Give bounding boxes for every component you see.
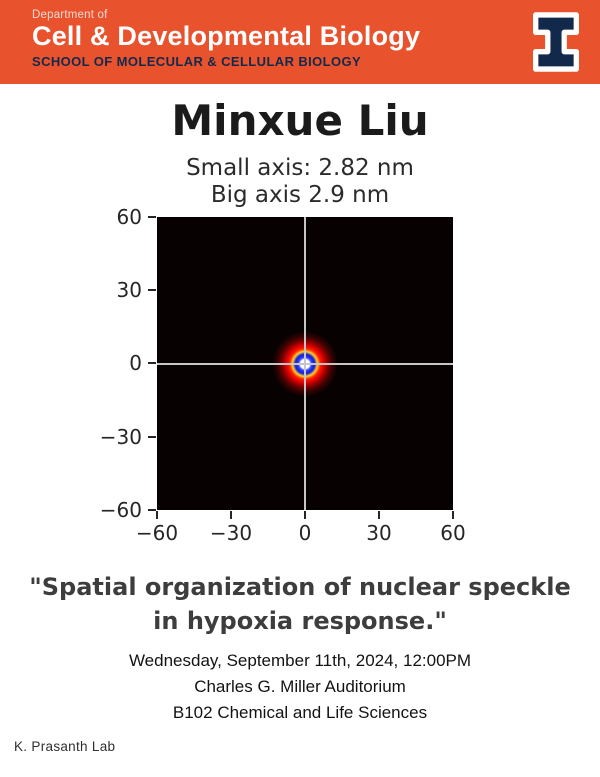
x-tick-mark [452,511,454,519]
x-tick-mark [230,511,232,519]
event-datetime: Wednesday, September 11th, 2024, 12:00PM [128,651,472,670]
x-axis-tick-label: 0 [298,521,312,545]
event-venue: Charles G. Miller Auditorium [194,677,406,696]
department-header-text: Department of Cell & Developmental Biolo… [32,9,420,69]
y-axis-tick-label: 60 [116,205,142,229]
x-axis-tick-label: −30 [209,521,253,545]
department-of-label: Department of [32,9,108,21]
x-axis-tick-label: −60 [135,521,179,545]
heatmap-plot [157,217,453,510]
x-axis-tick-label: 60 [440,521,466,545]
y-tick-mark [148,509,156,511]
talk-title-line2: in hypoxia response." [153,607,447,635]
y-axis-tick-label: 30 [116,278,142,302]
plot-title-line1: Small axis: 2.82 nm [186,155,414,181]
talk-title-line1: "Spatial organization of nuclear speckle [29,573,571,601]
event-building: B102 Chemical and Life Sciences [172,703,428,722]
lab-credit: K. Prasanth Lab [14,739,116,754]
talk-title: "Spatial organization of nuclear speckle… [0,570,600,638]
y-axis-tick-label: −60 [99,498,142,522]
y-tick-mark [148,289,156,291]
y-tick-mark [148,216,156,218]
plot-title: Small axis: 2.82 nm Big axis 2.9 nm [0,155,600,209]
x-tick-mark [378,511,380,519]
x-tick-mark [304,511,306,519]
y-tick-mark [148,436,156,438]
department-header: Department of Cell & Developmental Biolo… [0,0,600,84]
x-axis-tick-label: 30 [366,521,392,545]
y-axis-tick-label: 0 [129,351,142,375]
event-details: Wednesday, September 11th, 2024, 12:00PM… [0,648,600,726]
department-name: Cell & Developmental Biology [32,21,421,51]
crosshair-horizontal-line [157,362,453,365]
y-tick-mark [148,362,156,364]
y-axis-tick-label: −30 [99,425,142,449]
illinois-block-i-icon [533,12,579,72]
plot-title-line2: Big axis 2.9 nm [210,182,390,208]
x-tick-mark [156,511,158,519]
school-name: SCHOOL OF MOLECULAR & CELLULAR BIOLOGY [32,53,362,69]
speaker-name: Minxue Liu [171,96,429,145]
